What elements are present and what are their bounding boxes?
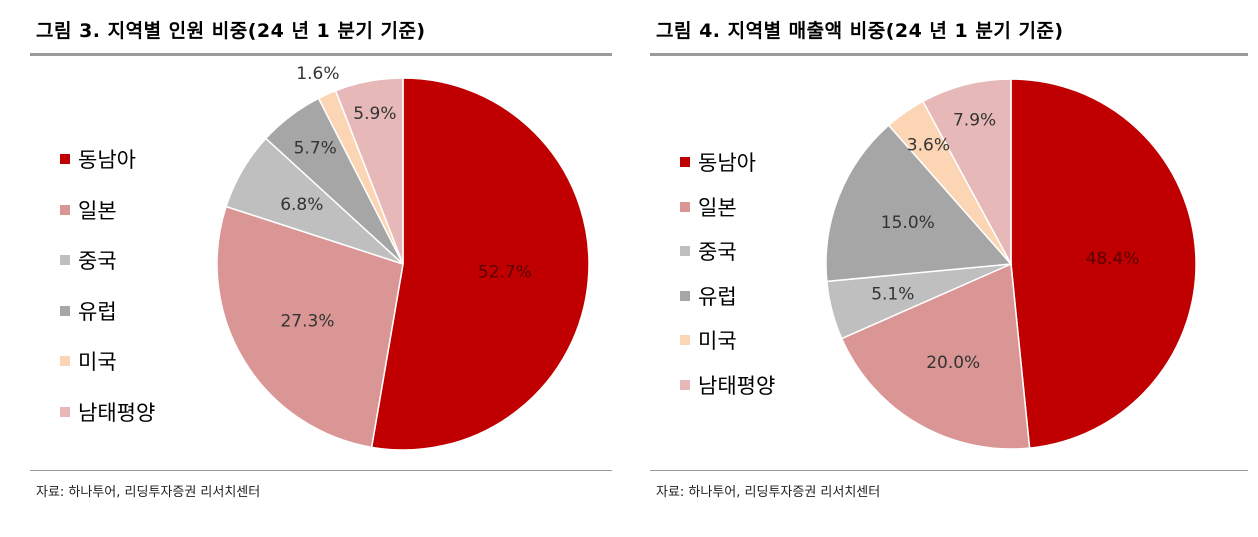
legend-item-4: 유럽 (60, 286, 155, 337)
data-label-6: 5.9% (353, 104, 396, 124)
legend-swatch (60, 305, 70, 316)
legend-swatch (680, 157, 690, 168)
figure-3-source: 자료: 하나투어, 리딩투자증권 리서치센터 (36, 485, 261, 500)
data-label-1: 52.7% (478, 263, 532, 283)
legend-item-3: 중국 (680, 229, 775, 274)
legend-label: 남태평양 (78, 400, 156, 425)
data-label-2: 27.3% (280, 312, 334, 332)
legend-item-5: 미국 (60, 336, 155, 387)
data-label-3: 5.1% (871, 285, 914, 305)
figure-4-title: 그림 4. 지역별 매출액 비중(24 년 1 분기 기준) (656, 20, 1064, 42)
legend-swatch (680, 201, 690, 212)
figure-3-pie-chart: 52.7% 27.3% 6.8% 5.7% 1.6% 5.9% (216, 64, 590, 451)
legend-item-6: 남태평양 (680, 363, 775, 408)
legend-swatch (680, 379, 690, 390)
data-label-1: 48.4% (1086, 249, 1140, 269)
figure-3-top-rule (30, 53, 612, 56)
legend-item-3: 중국 (60, 235, 155, 286)
legend-item-6: 남태평양 (60, 387, 155, 438)
legend-label: 중국 (698, 240, 737, 265)
figure-3-title: 그림 3. 지역별 인원 비중(24 년 1 분기 기준) (36, 20, 426, 42)
legend-label: 남태평양 (698, 373, 776, 398)
legend-label: 유럽 (698, 284, 737, 309)
legend-label: 미국 (78, 350, 117, 375)
legend-swatch (680, 290, 690, 301)
data-label-5: 1.6% (296, 64, 339, 84)
figure-3-bottom-rule (30, 470, 612, 471)
legend-swatch (60, 154, 70, 165)
legend-swatch (680, 246, 690, 257)
legend-item-2: 일본 (60, 185, 155, 236)
legend-swatch (60, 204, 70, 215)
legend-swatch (60, 406, 70, 417)
legend-item-1: 동남아 (60, 134, 155, 185)
figure-4-bottom-rule (650, 470, 1248, 471)
legend-item-2: 일본 (680, 185, 775, 230)
figure-4-pie-chart: 48.4% 20.0% 5.1% 15.0% 3.6%7.9% (825, 78, 1197, 450)
legend-item-4: 유럽 (680, 274, 775, 319)
pie-slice-6 (334, 77, 404, 265)
pie-slice-1 (1010, 78, 1197, 449)
data-label-6: 7.9% (953, 111, 996, 131)
data-label-4: 5.7% (294, 139, 337, 159)
pie-slice-6 (921, 78, 1012, 265)
legend-item-1: 동남아 (680, 140, 775, 185)
pie-slice-2 (216, 205, 404, 449)
legend-label: 중국 (78, 249, 117, 274)
legend-swatch (680, 335, 690, 346)
legend-swatch (60, 356, 70, 367)
legend-label: 유럽 (78, 299, 117, 324)
legend-label: 일본 (78, 198, 117, 223)
legend-label: 동남아 (698, 151, 756, 176)
data-label-3: 6.8% (280, 195, 323, 215)
data-label-2: 20.0% (926, 353, 980, 373)
data-label-5: 3.6% (907, 136, 950, 156)
legend-label: 일본 (698, 195, 737, 220)
data-label-4: 15.0% (881, 213, 935, 233)
figure-4-top-rule (650, 53, 1248, 56)
figure-4-source: 자료: 하나투어, 리딩투자증권 리서치센터 (656, 485, 881, 500)
legend-swatch (60, 255, 70, 266)
pie-slice-2 (840, 262, 1031, 450)
pie-slice-4 (825, 124, 1013, 283)
legend-item-5: 미국 (680, 318, 775, 363)
pie-slice-1 (370, 77, 590, 451)
legend-label: 미국 (698, 329, 737, 354)
legend-label: 동남아 (78, 148, 136, 173)
